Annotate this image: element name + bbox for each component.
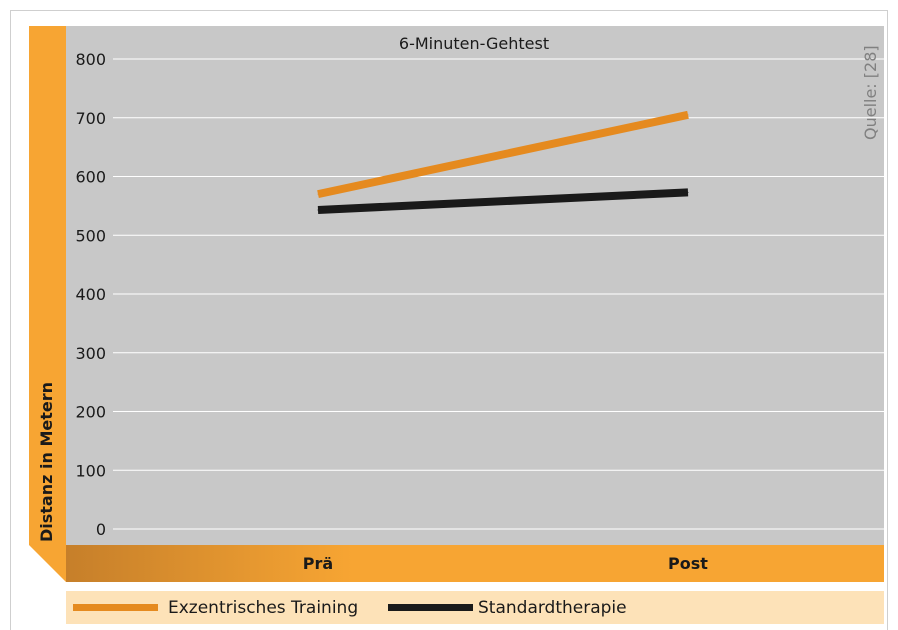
series-line-1 xyxy=(317,188,689,214)
grid-lines xyxy=(113,58,884,530)
y-tick-label: 100 xyxy=(75,461,106,480)
y-axis-band xyxy=(29,26,66,582)
y-tick-label: 600 xyxy=(75,168,106,187)
y-tick-label: 300 xyxy=(75,344,106,363)
series-line-0 xyxy=(317,110,689,199)
y-tick-label: 700 xyxy=(75,109,106,128)
legend-swatch xyxy=(388,604,473,611)
y-tick-label: 200 xyxy=(75,403,106,422)
category-label: Post xyxy=(668,554,708,573)
data-point xyxy=(317,193,319,195)
category-label: Prä xyxy=(303,554,333,573)
legend-box xyxy=(66,591,884,624)
data-point xyxy=(687,114,689,116)
legend-swatch xyxy=(73,604,158,611)
legend-label: Standardtherapie xyxy=(478,598,627,618)
source-label: Quelle: [28] xyxy=(861,45,880,140)
legend-label: Exzentrisches Training xyxy=(168,598,358,618)
series-lines xyxy=(317,110,689,214)
plot-area xyxy=(66,26,884,545)
category-labels: Prä Post xyxy=(303,554,709,573)
data-point xyxy=(687,191,689,193)
legend: Exzentrisches Training Standardtherapie xyxy=(73,598,627,618)
y-tick-label: 0 xyxy=(96,520,106,539)
y-tick-labels: 0 100 200 300 400 500 600 700 800 xyxy=(75,50,106,539)
y-axis-label: Distanz in Metern xyxy=(37,382,56,542)
y-tick-label: 400 xyxy=(75,285,106,304)
y-tick-label: 800 xyxy=(75,50,106,69)
data-point xyxy=(317,209,319,211)
category-band xyxy=(66,545,884,582)
chart-title: 6-Minuten-Gehtest xyxy=(399,34,549,53)
y-tick-label: 500 xyxy=(75,226,106,245)
